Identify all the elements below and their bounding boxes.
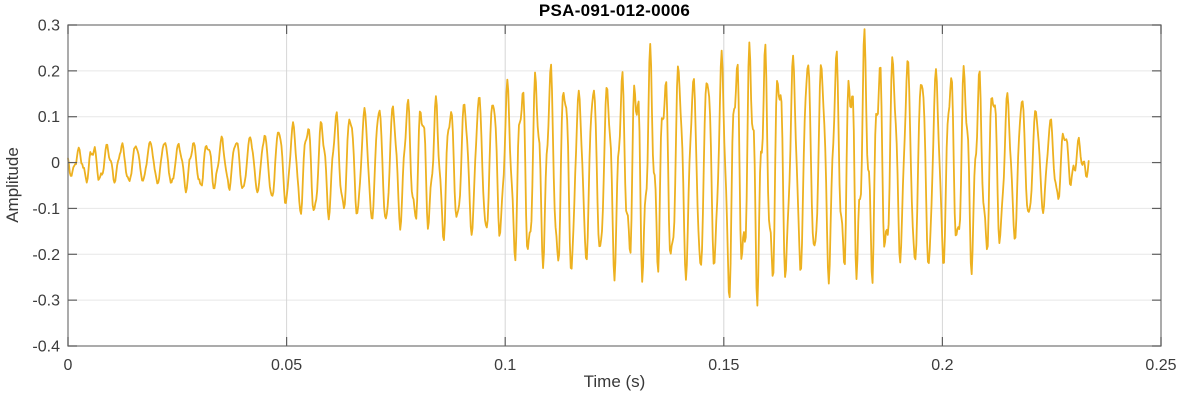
- axes-frame: [67, 24, 1162, 347]
- x-tick-label: 0.15: [708, 357, 739, 374]
- y-tick-label: -0.3: [32, 293, 60, 310]
- y-tick-label: 0.1: [38, 109, 60, 126]
- x-tick-label: 0: [64, 357, 73, 374]
- y-tick-label: 0.3: [38, 18, 60, 35]
- x-tick-label: 0.05: [271, 357, 302, 374]
- waveform-line: [67, 28, 1090, 307]
- y-tick-label: 0.2: [38, 63, 60, 80]
- y-tick-label: -0.1: [32, 201, 60, 218]
- x-tick-label: 0.25: [1145, 357, 1176, 374]
- y-tick-label: -0.2: [32, 247, 60, 264]
- y-axis-label: Amplitude: [3, 147, 22, 223]
- chart-title: PSA-091-012-0006: [538, 1, 691, 20]
- y-tick-label: -0.4: [32, 339, 60, 356]
- x-axis-label: Time (s): [583, 372, 646, 391]
- y-tick-label: 0: [51, 155, 60, 172]
- x-tick-label: 0.1: [494, 357, 516, 374]
- x-tick-label: 0.2: [931, 357, 953, 374]
